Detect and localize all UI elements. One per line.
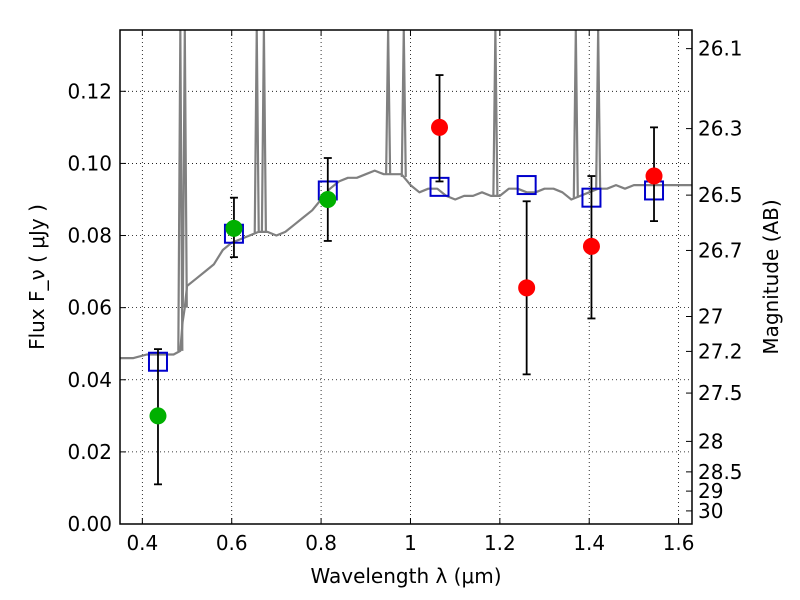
observed-point [582,237,600,255]
right-tick-label: 26.7 [698,238,743,262]
observed-point [645,167,663,185]
plot-frame [119,29,693,525]
right-tick-label: 30 [698,499,723,523]
right-tick-label: 27.2 [698,339,743,363]
right-tick-label: 28.5 [698,460,743,484]
right-tick-label: 26.3 [698,117,743,141]
right-tick-label: 26.5 [698,183,743,207]
template-spectrum [120,29,692,360]
x-tick-label: 0.6 [216,531,248,555]
y-axis-label: Flux F_ν ( μJy ) [25,204,49,350]
x-tick-label: 0.4 [126,531,158,555]
x-tick-label: 0.8 [305,531,337,555]
emission-line-spike [492,29,499,196]
right-tick-label: 27.5 [698,381,743,405]
observed-point [518,279,536,297]
x-axis-label: Wavelength λ (μm) [310,564,501,588]
model-point [516,175,537,196]
spectrum-line [120,169,692,360]
observed-point [149,407,167,425]
y-tick-label: 0.04 [67,368,112,392]
y-tick-label: 0.06 [67,296,112,320]
emission-line-spike [260,29,267,232]
x-tick-label: 1.6 [663,531,695,555]
emission-line-spike [177,29,184,351]
y-tick-label: 0.12 [67,79,112,103]
right-tick-label: 26.1 [698,37,743,61]
emission-line-spike [385,29,392,175]
ticks: 0.4 0.6 0.8 1 1.2 1.4 1.6 0.00 0.02 0.04 0.06 0.08 0… [67,30,743,555]
right-axis-label: Magnitude (AB) [759,199,783,354]
observed-point [431,118,449,136]
observed-point [319,190,337,208]
right-tick-label: 28 [698,429,723,453]
emission-line-spike [400,29,407,177]
grid [120,30,692,525]
right-tick-label: 29 [698,479,723,503]
emission-line-spike [595,29,602,189]
x-tick-label: 1.2 [484,531,516,555]
y-tick-label: 0.02 [67,440,112,464]
y-tick-label: 0.08 [67,224,112,248]
right-tick-label: 27 [698,304,723,328]
y-tick-label: 0.10 [67,151,112,175]
x-tick-label: 1.4 [573,531,605,555]
emission-line-spike [572,29,579,198]
x-tick-label: 1 [404,531,417,555]
emission-line-spike [181,29,188,308]
y-tick-label: 0.00 [67,512,112,536]
emission-line-spike [253,29,260,233]
observed-point [225,219,243,237]
data-points [147,74,665,486]
